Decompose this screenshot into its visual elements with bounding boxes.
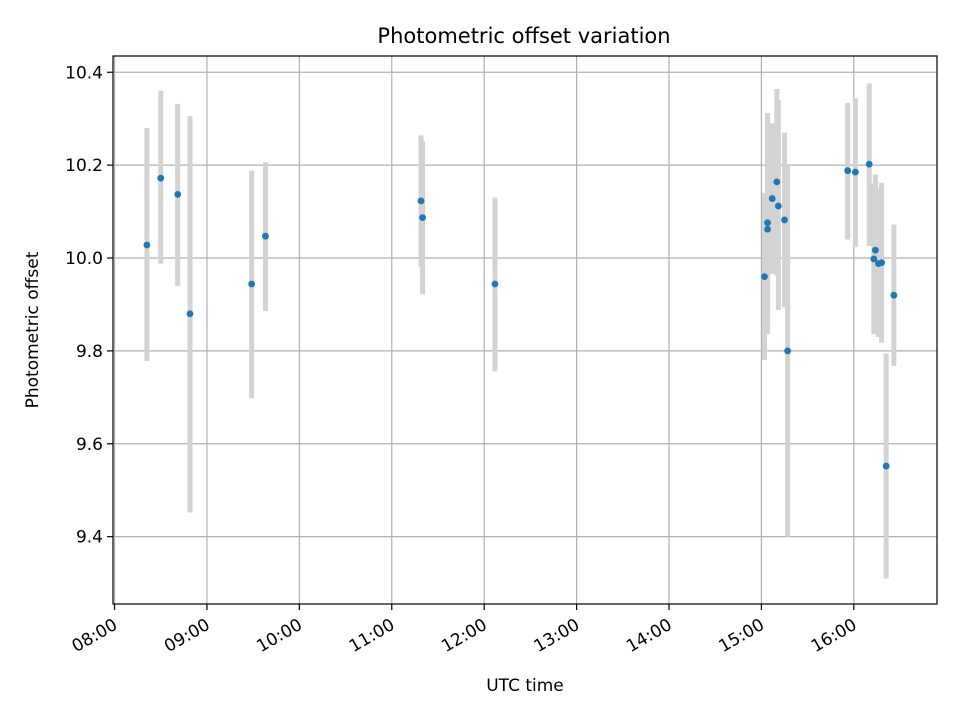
data-point: [882, 462, 890, 470]
data-point: [878, 259, 885, 267]
data-point: [186, 310, 194, 318]
data-point: [157, 174, 165, 182]
data-point: [871, 246, 879, 254]
data-point: [774, 202, 782, 210]
data-point: [773, 178, 781, 186]
chart-title: Photometric offset variation: [377, 24, 670, 48]
data-point: [174, 190, 182, 198]
data-point: [844, 167, 852, 175]
y-tick-label: 10.2: [65, 156, 103, 176]
y-tick-label: 10.0: [65, 249, 103, 269]
data-point: [417, 197, 425, 205]
data-point: [764, 225, 771, 233]
data-point: [143, 241, 151, 249]
data-point: [764, 219, 771, 227]
y-axis-ticks: 9.4 9.6 9.8 10.0 10.2 10.4: [65, 63, 113, 548]
x-axis-label: UTC time: [486, 676, 564, 696]
y-tick-label: 9.4: [76, 528, 103, 548]
data-points: [143, 160, 898, 470]
data-point: [491, 280, 499, 288]
data-point: [890, 291, 898, 299]
data-point: [262, 232, 269, 240]
data-point: [768, 195, 776, 202]
data-point: [781, 216, 788, 224]
data-point: [865, 160, 873, 168]
data-point: [761, 273, 768, 280]
y-tick-label: 9.8: [76, 342, 103, 362]
y-tick-label: 10.4: [65, 63, 103, 83]
data-point: [784, 347, 792, 355]
y-axis-label: Photometric offset: [23, 251, 43, 408]
plot-area-frame: [112, 55, 938, 605]
data-point: [870, 255, 878, 263]
data-point: [419, 214, 426, 222]
data-point: [248, 280, 256, 288]
data-point: [851, 168, 859, 176]
y-tick-label: 9.6: [76, 435, 103, 455]
